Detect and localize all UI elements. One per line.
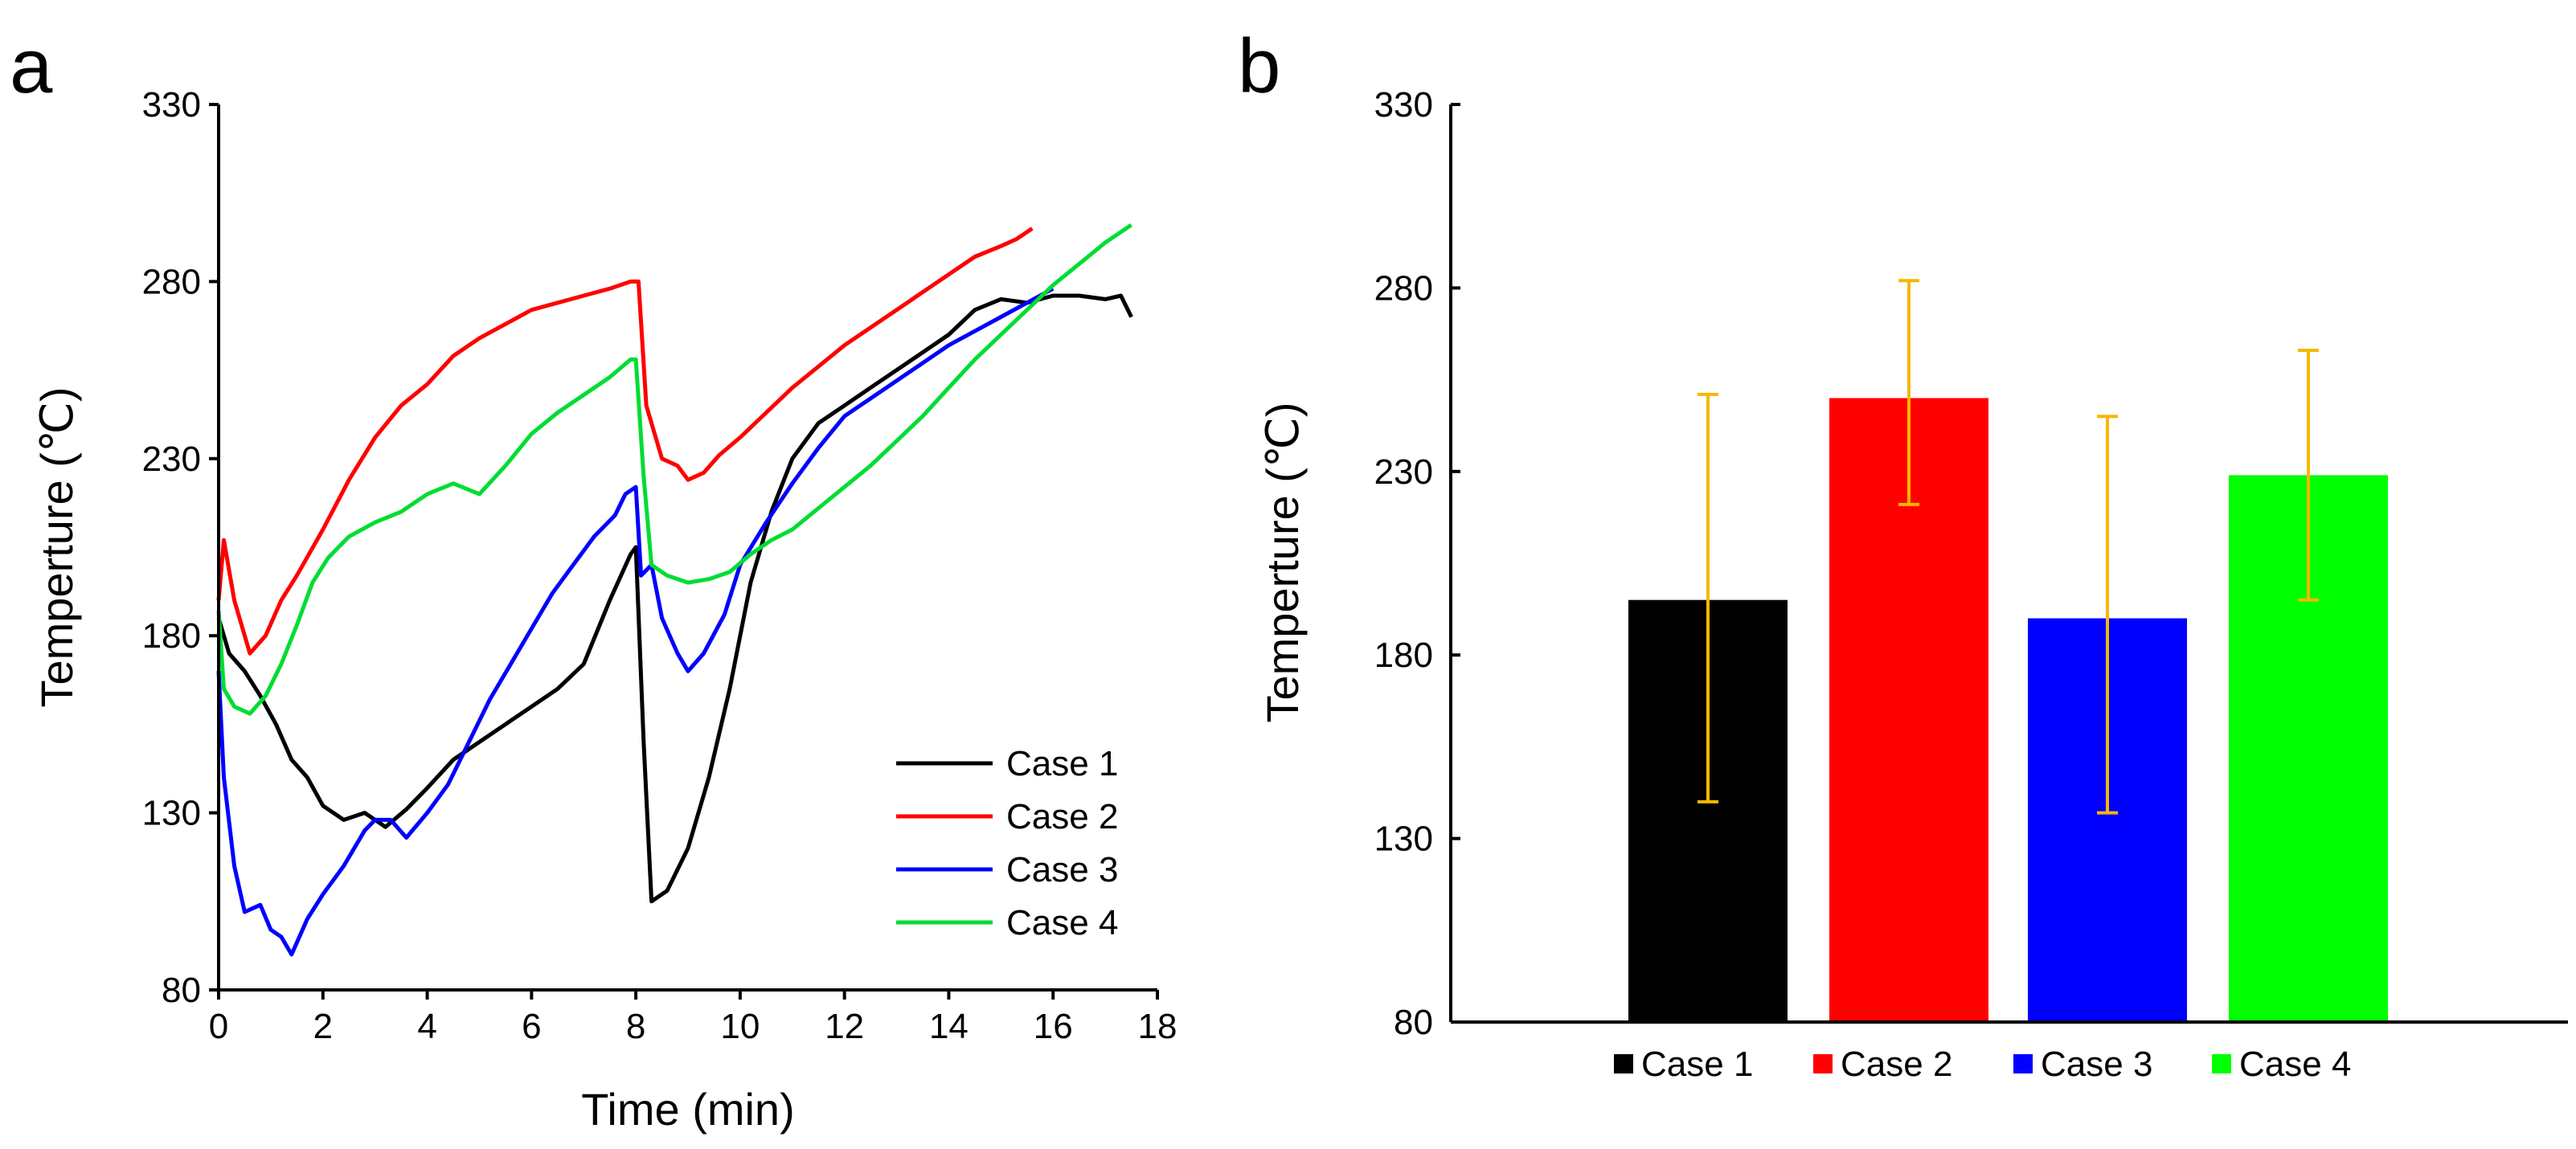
series-line-case-3 (216, 287, 1055, 957)
x-tick-label: 2 (313, 1007, 333, 1046)
legend-label-case-4: Case 4 (1006, 903, 1118, 943)
y-tick-label: 230 (142, 440, 201, 479)
y-tick-label: 230 (1374, 452, 1433, 492)
legend-swatch-case-4 (2212, 1054, 2231, 1073)
x-tick-label: 0 (209, 1007, 228, 1046)
legend-label-case-1: Case 1 (1006, 744, 1118, 783)
series-line-case-4 (216, 223, 1133, 716)
y-tick-label: 80 (1394, 1003, 1433, 1042)
x-tick-label: 18 (1138, 1007, 1177, 1046)
x-tick-label: 12 (825, 1007, 864, 1046)
y-tick-label: 80 (162, 971, 201, 1010)
legend-label-case-3: Case 3 (1006, 850, 1118, 889)
x-tick-label: 14 (929, 1007, 969, 1046)
legend-label-case-1: Case 1 (1641, 1045, 1753, 1084)
legend-swatch-case-2 (1813, 1054, 1833, 1073)
y-tick-label: 130 (1374, 820, 1433, 859)
x-tick-label: 8 (626, 1007, 645, 1046)
y-tick-label: 180 (1374, 636, 1433, 675)
panel-label-b: b (1238, 23, 1280, 109)
legend-label-case-2: Case 2 (1006, 797, 1118, 836)
bar-chart-legend: Case 1 Case 2 Case 3 Case 4 (1614, 1045, 2351, 1084)
line-chart-panel-a: 0 2 4 6 8 10 12 14 16 18 80 130 180 230 280 330 Time (m… (31, 85, 1177, 1135)
y-tick-label: 130 (142, 794, 201, 833)
y-tick-label: 280 (142, 262, 201, 301)
y-tick-label: 330 (142, 85, 201, 125)
legend-label-case-4: Case 4 (2239, 1045, 2351, 1084)
series-line-case-1 (216, 293, 1133, 904)
line-chart-x-axis-title: Time (min) (581, 1084, 794, 1135)
panel-label-a: a (10, 23, 53, 109)
bar-chart-y-axis-title: Temperture (℃) (1257, 403, 1308, 723)
x-tick-label: 10 (720, 1007, 760, 1046)
line-chart-ticks: 0 2 4 6 8 10 12 14 16 18 80 130 180 230 280 330 (142, 85, 1177, 1046)
line-chart-y-axis-title: Temperture (℃) (31, 387, 82, 708)
legend-swatch-case-3 (2013, 1054, 2033, 1073)
series-line-case-2 (216, 227, 1034, 656)
y-tick-label: 330 (1374, 85, 1433, 125)
legend-label-case-2: Case 2 (1841, 1045, 1952, 1084)
y-tick-label: 280 (1374, 268, 1433, 308)
x-tick-label: 6 (522, 1007, 541, 1046)
bar-chart-ticks: 80 130 180 230 280 330 (1374, 85, 1460, 1042)
x-tick-label: 4 (417, 1007, 436, 1046)
legend-swatch-case-1 (1614, 1054, 1633, 1073)
y-tick-label: 180 (142, 616, 201, 656)
legend-label-case-3: Case 3 (2041, 1045, 2152, 1084)
line-chart-legend: Case 1 Case 2 Case 3 Case 4 (896, 744, 1118, 943)
line-chart-plot-area (216, 223, 1133, 957)
bar-chart-plot-area (1628, 279, 2388, 1022)
x-tick-label: 16 (1034, 1007, 1073, 1046)
